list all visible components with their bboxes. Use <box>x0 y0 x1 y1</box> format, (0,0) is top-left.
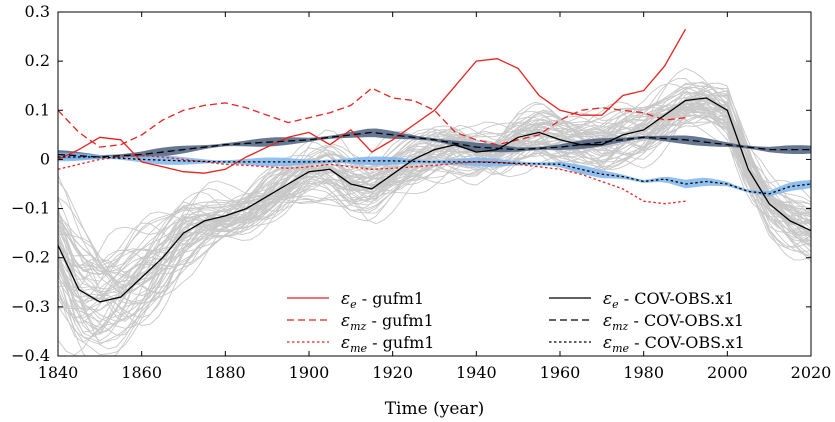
ensemble-line <box>58 109 811 267</box>
ensemble-line <box>58 119 811 324</box>
legend-entry: εe - COV-OBS.x1 <box>603 289 734 311</box>
ensemble-lines <box>58 67 811 356</box>
y-tick-label: 0.1 <box>25 100 50 119</box>
x-tick-label: 2020 <box>791 363 832 382</box>
y-tick-label: −0.3 <box>11 297 50 316</box>
x-tick-label: 1940 <box>456 363 497 382</box>
ensemble-line <box>58 96 811 305</box>
ensemble-line <box>58 90 811 290</box>
band-5 <box>58 152 811 197</box>
ensemble-line <box>58 77 811 304</box>
y-tick-label: 0.3 <box>25 2 50 21</box>
ensemble-line <box>58 114 811 281</box>
series-line-0 <box>58 28 687 174</box>
y-tick-label: −0.1 <box>11 199 50 218</box>
series-lines <box>58 28 811 303</box>
y-tick-label: 0.2 <box>25 51 50 70</box>
plot-frame <box>57 11 812 357</box>
legend-entry: εe - gufm1 <box>341 289 424 311</box>
series-line-4 <box>58 131 811 158</box>
ensemble-line <box>58 91 811 311</box>
ensemble-line <box>58 103 811 302</box>
ensemble-line <box>58 96 811 275</box>
x-tick-label: 2000 <box>707 363 748 382</box>
legend-entry: εme - gufm1 <box>341 333 434 355</box>
axis-ticks: 1840 1860 1880 1900 1920 1940 1960 1980 2000 2020… <box>11 2 831 382</box>
x-tick-label: 1960 <box>540 363 581 382</box>
ensemble-line <box>58 82 811 323</box>
series-line-3 <box>58 97 811 303</box>
y-tick-label: 0 <box>40 149 50 168</box>
ensemble-line <box>58 83 811 282</box>
y-tick-label: −0.2 <box>11 248 50 267</box>
x-tick-label: 1860 <box>121 363 162 382</box>
x-tick-label: 1840 <box>38 363 79 382</box>
ensemble-line <box>58 101 811 336</box>
x-tick-label: 1980 <box>623 363 664 382</box>
ensemble-line <box>58 104 811 356</box>
series-line-1 <box>58 87 686 148</box>
y-tick-label: −0.4 <box>11 346 50 365</box>
legend-entry: εmz - COV-OBS.x1 <box>603 311 744 333</box>
legend-entry: εme - COV-OBS.x1 <box>603 333 745 355</box>
legend-entry: εmz - gufm1 <box>341 311 434 333</box>
x-tick-label: 1900 <box>289 363 330 382</box>
x-tick-label: 1880 <box>205 363 246 382</box>
x-tick-label: 1920 <box>372 363 413 382</box>
ensemble-line <box>58 105 811 305</box>
legend-background <box>281 283 801 353</box>
series-line-2 <box>58 154 686 205</box>
series-line-5 <box>58 156 811 195</box>
ensemble-line <box>58 91 811 356</box>
x-axis-title: Time (year) <box>385 399 485 419</box>
